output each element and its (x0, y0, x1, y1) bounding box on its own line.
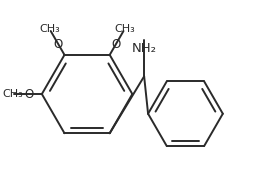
Text: O: O (111, 38, 121, 51)
Text: CH₃: CH₃ (2, 89, 23, 99)
Text: CH₃: CH₃ (39, 24, 60, 34)
Text: O: O (54, 38, 63, 51)
Text: CH₃: CH₃ (114, 24, 135, 34)
Text: O: O (25, 87, 34, 100)
Text: NH₂: NH₂ (132, 42, 157, 55)
